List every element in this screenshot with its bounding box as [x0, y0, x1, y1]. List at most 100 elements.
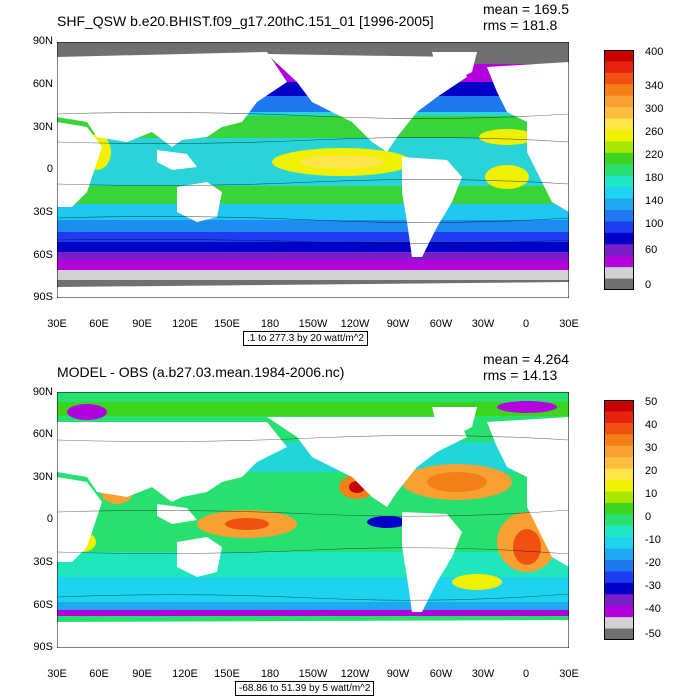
land-mask — [57, 407, 569, 648]
panel-1-ytick: 90S — [33, 291, 53, 303]
panel-1-xtick: 90W — [386, 318, 410, 330]
panel-1-ytick: 60N — [32, 78, 53, 90]
colorbar-swatch — [604, 187, 634, 200]
panel-2-colorbar-label: -30 — [645, 580, 661, 592]
panel-1-title: SHF_QSW b.e20.BHIST.f09_g17.20thC.151_01… — [57, 13, 434, 29]
panel-2-ytick: 30S — [33, 556, 53, 568]
panel-2-xtick: 60W — [429, 668, 453, 680]
panel-2-xtick: 120E — [172, 668, 198, 680]
colorbar-swatch — [604, 141, 634, 154]
colorbar-swatch — [604, 468, 634, 481]
panel-1-ytick: 0 — [46, 163, 53, 175]
colorbar-swatch — [604, 232, 634, 245]
colorbar-swatch — [604, 107, 634, 120]
colorbar-swatch — [604, 445, 634, 458]
panel-2-ytick: 90N — [32, 386, 53, 398]
panel-1-xtick: 120E — [172, 318, 198, 330]
colorbar-swatch — [604, 537, 634, 550]
panel-1-colorbar — [604, 50, 634, 290]
panel-2-xtick: 30E — [559, 668, 579, 680]
colorbar-swatch — [604, 50, 634, 62]
colorbar-swatch — [604, 617, 634, 630]
panel-1-xtick: 150E — [214, 318, 240, 330]
colorbar-swatch — [604, 244, 634, 257]
colorbar-swatch — [604, 480, 634, 492]
colorbar-swatch — [604, 210, 634, 222]
anomaly-cold — [367, 516, 407, 528]
panel-1-colorbar-label: 140 — [645, 195, 664, 207]
panel-1-ytick: 30N — [32, 121, 53, 133]
colorbar-swatch — [604, 434, 634, 447]
colorbar-swatch — [604, 571, 634, 584]
colorbar-swatch — [604, 411, 634, 424]
colorbar-swatch — [604, 514, 634, 527]
panel-1-colorbar-label: 260 — [645, 126, 664, 138]
colorbar-swatch — [604, 175, 634, 188]
panel-2-contour-info: -68.86 to 51.39 by 5 watt/m^2 — [235, 681, 375, 696]
panel-1-colorbar-label: 340 — [645, 80, 664, 92]
panel-2-colorbar-label: 30 — [645, 442, 658, 454]
colorbar-swatch — [604, 560, 634, 572]
colorbar-swatch — [604, 72, 634, 85]
panel-2-colorbar-label: 50 — [645, 396, 658, 408]
panel-1-colorbar-label: 0 — [645, 279, 652, 291]
colorbar-swatch — [604, 267, 634, 280]
panel-2-ytick: 60S — [33, 599, 53, 611]
colorbar-swatch — [604, 164, 634, 177]
panel-1-xtick: 60E — [89, 318, 109, 330]
colorbar-swatch — [604, 130, 634, 142]
panel-1-map — [57, 42, 569, 298]
colorbar-swatch — [604, 95, 634, 108]
panel-2-xtick: 150W — [298, 668, 328, 680]
colorbar-swatch — [604, 548, 634, 561]
colorbar-swatch — [604, 422, 634, 435]
panel-2-colorbar — [604, 400, 634, 640]
colorbar-swatch — [604, 502, 634, 515]
panel-2-xtick: 120W — [340, 668, 370, 680]
panel-2-colorbar-label: -40 — [645, 603, 661, 615]
colorbar-swatch — [604, 400, 634, 412]
colorbar-swatch — [604, 278, 634, 290]
panel-2-xtick: 60E — [89, 668, 109, 680]
panel-1-xtick: 90E — [132, 318, 152, 330]
panel-2-xtick: 180 — [260, 668, 280, 680]
colorbar-swatch — [604, 594, 634, 607]
panel-2-xtick: 150E — [214, 668, 240, 680]
panel-2-title: MODEL - OBS (a.b27.03.mean.1984-2006.nc) — [57, 364, 345, 380]
panel-1-mean: mean = 169.5 — [483, 1, 570, 17]
panel-2-colorbar-label: 40 — [645, 419, 658, 431]
panel-1-xtick: 0 — [522, 318, 530, 330]
colorbar-swatch — [604, 525, 634, 538]
panel-2-colorbar-label: 20 — [645, 465, 658, 477]
panel-2-ytick: 60N — [32, 428, 53, 440]
panel-2-ytick: 0 — [46, 513, 53, 525]
panel-2-xtick: 90W — [386, 668, 410, 680]
land-mask — [57, 52, 569, 298]
panel-2-xtick: 30W — [471, 668, 495, 680]
colorbar-swatch — [604, 61, 634, 74]
panel-2-ytick: 90S — [33, 641, 53, 653]
panel-1-ytick: 90N — [32, 35, 53, 47]
colorbar-swatch — [604, 255, 634, 268]
panel-2-map — [57, 392, 569, 648]
colorbar-swatch — [604, 491, 634, 504]
panel-1-xtick: 120W — [340, 318, 370, 330]
panel-2-colorbar-label: -20 — [645, 557, 661, 569]
colorbar-border — [604, 50, 634, 290]
panel-2-colorbar-label: -10 — [645, 534, 661, 546]
panel-1-xtick: 30E — [559, 318, 579, 330]
panel-1-colorbar-label: 220 — [645, 149, 664, 161]
panel-1-colorbar-label: 180 — [645, 172, 664, 184]
colorbar-swatch — [604, 582, 634, 595]
panel-1-colorbar-label: 100 — [645, 218, 664, 230]
panel-2-colorbar-label: 0 — [645, 511, 652, 523]
colorbar-swatch — [604, 605, 634, 618]
panel-2-colorbar-label: 10 — [645, 488, 658, 500]
panel-1-ytick: 60S — [33, 249, 53, 261]
panel-1-colorbar-label: 60 — [645, 244, 658, 256]
panel-1-xtick: 30W — [471, 318, 495, 330]
panel-1-colorbar-label: 300 — [645, 103, 664, 115]
panel-1-xtick: 150W — [298, 318, 328, 330]
panel-2-rms: rms = 14.13 — [483, 367, 558, 383]
colorbar-swatch — [604, 152, 634, 165]
